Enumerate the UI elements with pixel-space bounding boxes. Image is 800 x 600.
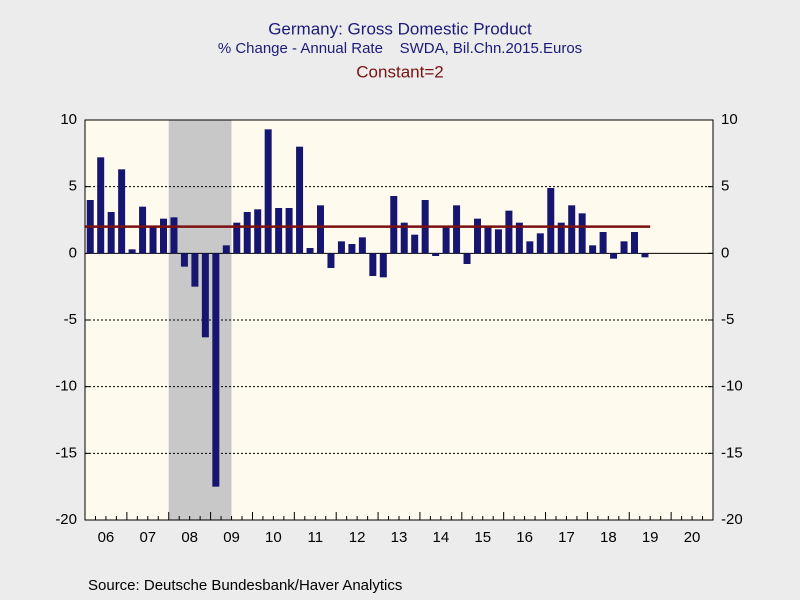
bar xyxy=(432,253,440,256)
bar xyxy=(463,253,471,264)
bar xyxy=(515,222,523,254)
bar xyxy=(170,217,178,254)
chart-subtitle: % Change - Annual Rate SWDA, Bil.Chn.201… xyxy=(218,40,582,57)
bar xyxy=(358,237,366,254)
y2-tick-label: 5 xyxy=(721,178,729,195)
bar xyxy=(222,245,230,254)
bar xyxy=(379,253,387,278)
bar xyxy=(149,226,157,254)
bar xyxy=(620,241,628,254)
bar xyxy=(233,222,241,254)
bar xyxy=(118,169,126,254)
bar xyxy=(494,229,502,254)
chart-title: Germany: Gross Domestic Product xyxy=(268,19,532,38)
bar xyxy=(400,222,408,254)
x-tick-label: 06 xyxy=(98,529,115,546)
x-tick-label: 16 xyxy=(516,529,533,546)
source: Source: Deutsche Bundesbank/Haver Analyt… xyxy=(88,577,402,594)
bar xyxy=(139,206,147,254)
plot-frame xyxy=(84,119,714,521)
y-tick-label: 5 xyxy=(69,178,77,195)
bar xyxy=(327,253,335,268)
bar xyxy=(557,222,565,254)
x-tick-label: 14 xyxy=(433,529,450,546)
x-tick-label: 11 xyxy=(307,529,323,546)
bar xyxy=(568,205,576,254)
bar xyxy=(254,209,262,254)
bar xyxy=(348,244,356,254)
bar xyxy=(390,196,398,254)
y-tick-label: -20 xyxy=(55,511,77,528)
bar xyxy=(505,210,513,254)
bar xyxy=(484,226,492,254)
bar xyxy=(285,208,293,254)
bar xyxy=(578,213,586,254)
y2-tick-label: -20 xyxy=(721,511,743,528)
bar xyxy=(107,212,115,254)
y2-tick-label: 10 xyxy=(721,111,738,128)
bar xyxy=(536,233,544,254)
y2-tick-label: 0 xyxy=(721,244,729,261)
x-tick-label: 12 xyxy=(349,529,366,546)
y2-tick-label: -5 xyxy=(721,311,734,328)
bar xyxy=(453,205,461,254)
bar xyxy=(317,205,324,254)
y2-tick-label: -10 xyxy=(721,378,743,395)
y-tick-label: -15 xyxy=(55,444,77,461)
bar xyxy=(631,232,638,254)
x-tick-label: 13 xyxy=(391,529,408,546)
y-tick-label: -5 xyxy=(64,311,77,328)
bar xyxy=(275,208,283,254)
y-tick-label: 0 xyxy=(69,244,77,261)
y-tick-label: 10 xyxy=(60,111,77,128)
bar xyxy=(442,226,450,254)
bar xyxy=(264,129,272,254)
bar xyxy=(474,218,481,254)
x-tick-label: 08 xyxy=(181,529,198,546)
bar xyxy=(547,188,555,254)
bar xyxy=(306,248,314,254)
constant-label: Constant=2 xyxy=(356,62,443,81)
bar xyxy=(180,253,188,267)
bar xyxy=(212,253,220,487)
x-tick-label: 18 xyxy=(600,529,617,546)
x-tick-label: 19 xyxy=(642,529,659,546)
bar xyxy=(201,253,209,338)
bar xyxy=(191,253,199,287)
bar xyxy=(599,232,607,254)
bar xyxy=(337,241,345,254)
x-tick-label: 17 xyxy=(558,529,575,546)
bar xyxy=(128,249,136,254)
x-tick-label: 09 xyxy=(223,529,240,546)
x-tick-label: 10 xyxy=(265,529,282,546)
bar xyxy=(243,212,251,254)
bar xyxy=(411,234,419,254)
bar xyxy=(589,245,597,254)
bar xyxy=(369,253,377,276)
x-tick-label: 20 xyxy=(684,529,701,546)
bar xyxy=(526,241,534,254)
bar xyxy=(97,157,105,254)
x-tick-label: 07 xyxy=(139,529,156,546)
bar xyxy=(160,218,167,254)
y2-tick-label: -15 xyxy=(721,444,743,461)
bar xyxy=(296,146,304,254)
bar xyxy=(641,253,649,258)
bar xyxy=(610,253,618,259)
x-tick-label: 15 xyxy=(474,529,491,546)
y-tick-label: -10 xyxy=(55,378,77,395)
